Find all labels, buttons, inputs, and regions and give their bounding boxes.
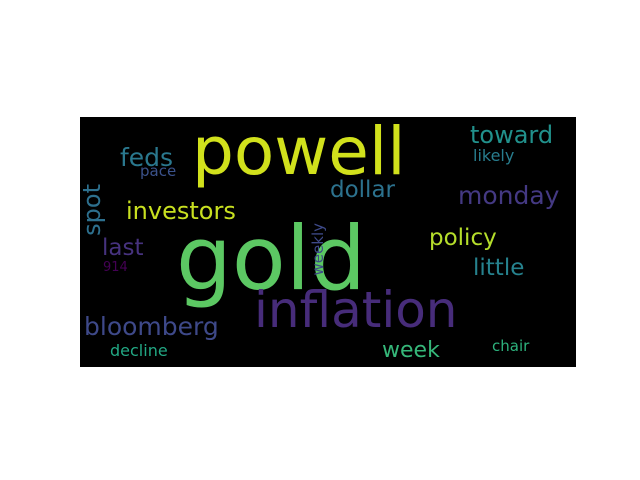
word-bloomberg: bloomberg [84,312,219,341]
word-investors: investors [126,197,236,225]
word-feds: feds [120,143,174,172]
word-914: 914 [103,260,128,275]
word-week: week [382,338,440,363]
word-gold: gold [176,207,367,310]
word-little: little [473,255,525,281]
word-last: last [102,235,144,261]
word-powell: powell [192,117,406,190]
word-policy: policy [429,225,497,251]
word-pace: pace [140,162,177,180]
word-inflation: inflation [254,281,458,339]
word-monday: monday [458,181,560,210]
word-toward: toward [470,121,554,149]
word-weekly: weekly [309,223,327,276]
word-dollar: dollar [330,177,396,203]
word-decline: decline [110,341,168,360]
word-cloud: gold powell inflation investors bloomber… [80,117,576,367]
word-likely: likely [473,146,515,165]
word-chair: chair [492,337,530,355]
word-spot: spot [80,184,106,236]
